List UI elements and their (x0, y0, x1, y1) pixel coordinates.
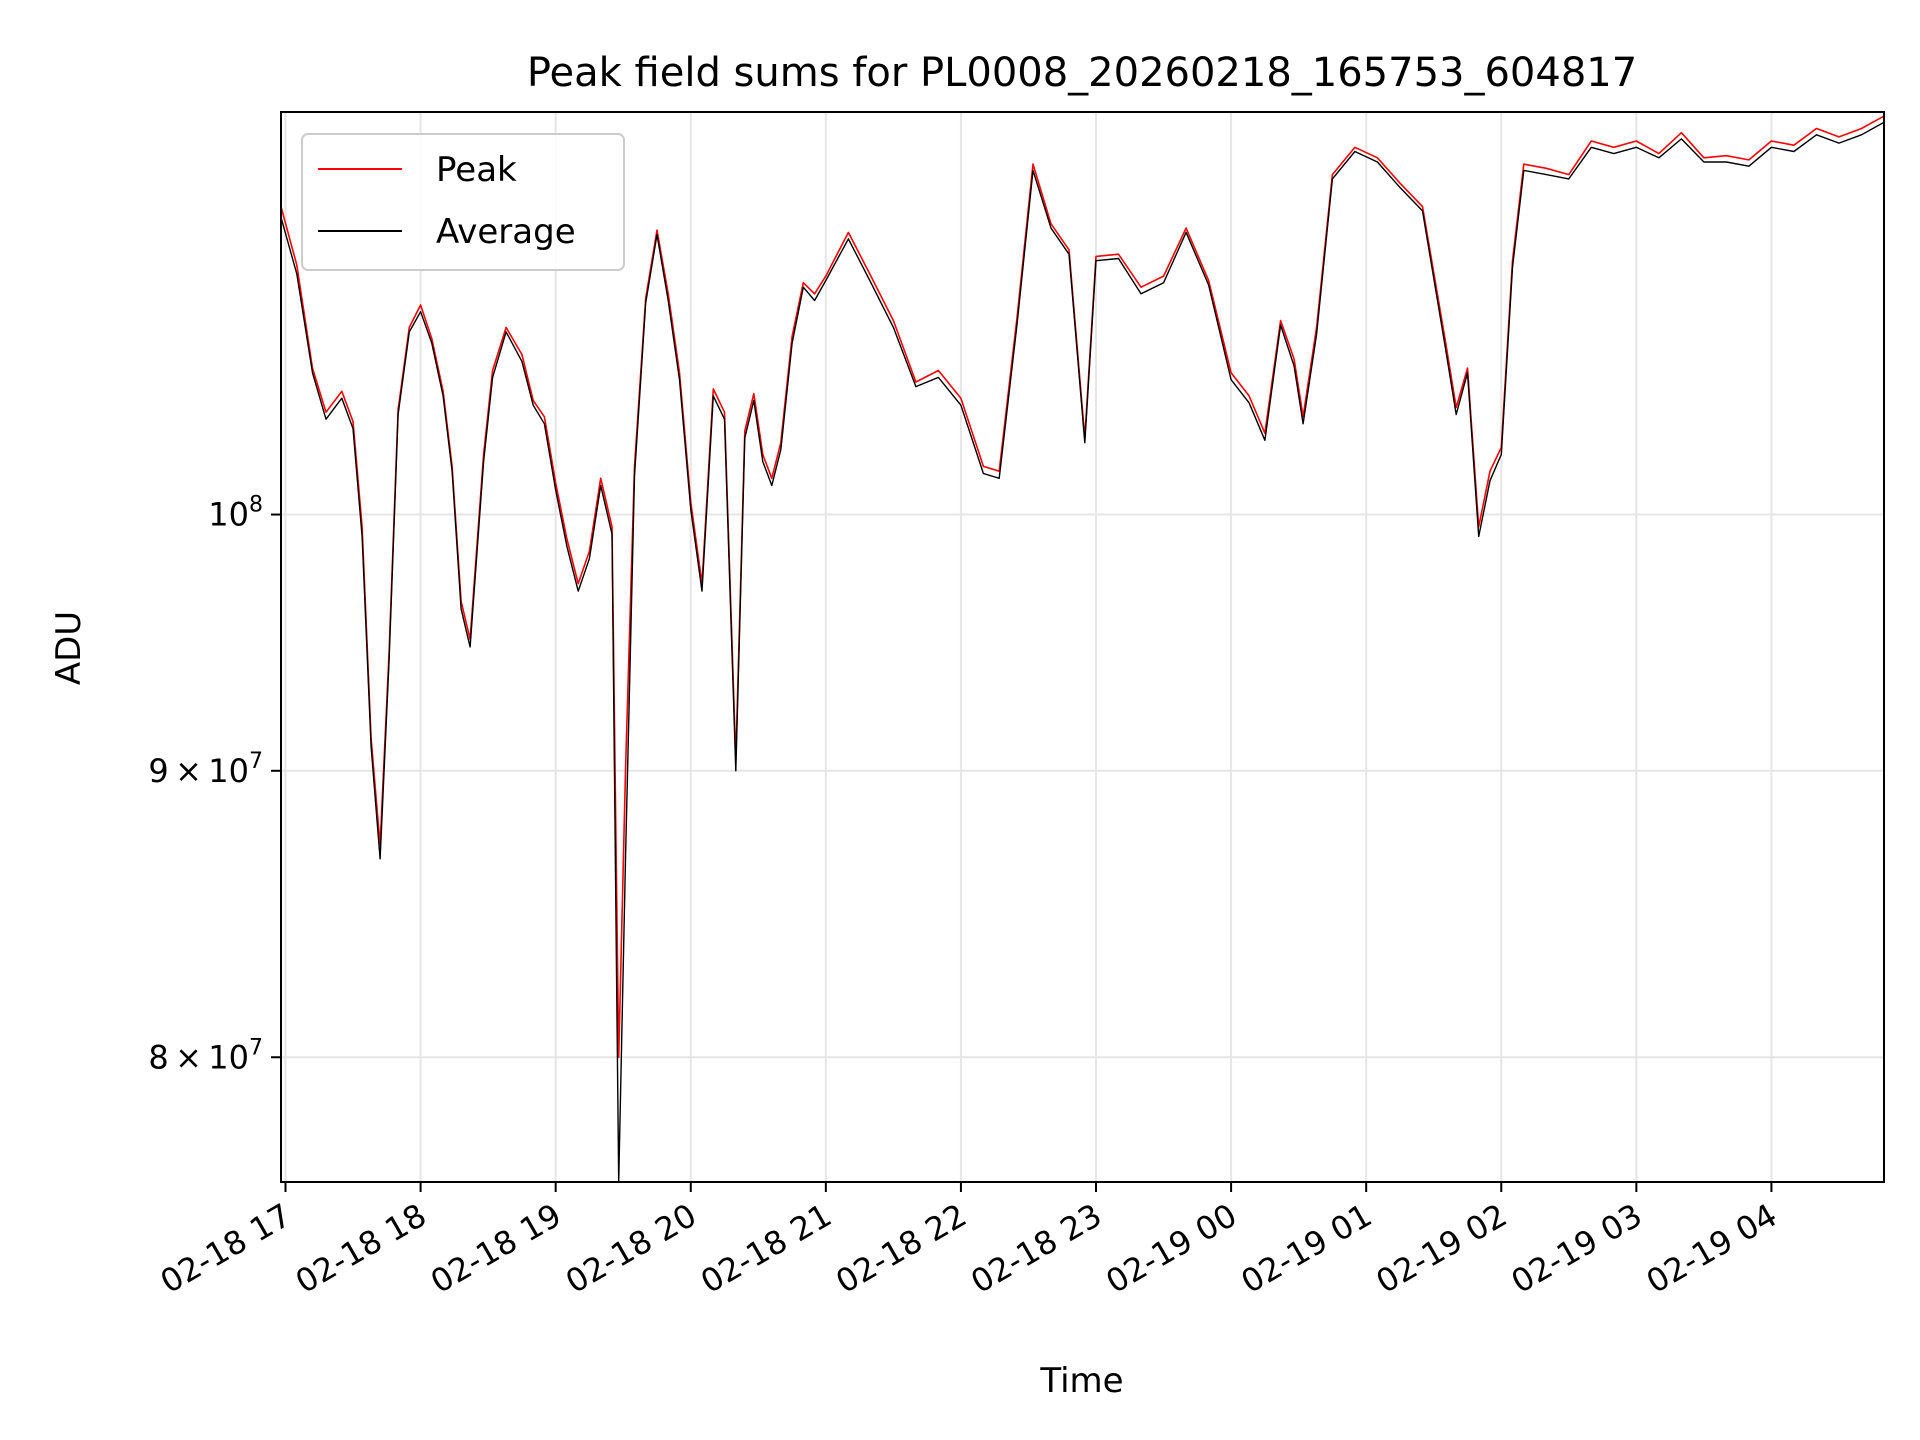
x-tick-label: 02-19 02 (1370, 1196, 1514, 1301)
y-axis: 8 × 107 9 × 107 108 (148, 493, 281, 1076)
grid (281, 112, 1884, 1182)
x-tick-label: 02-18 20 (559, 1196, 703, 1301)
plot-area-frame (280, 111, 1885, 1183)
series-line-average (280, 121, 1885, 1183)
legend-label-average: Average (436, 212, 576, 252)
y-tick-label: 8 × 107 (148, 1035, 263, 1076)
x-tick-label: 02-19 01 (1235, 1196, 1379, 1301)
y-axis-label: ADU (49, 611, 89, 685)
x-tick-label: 02-19 03 (1505, 1196, 1649, 1301)
x-tick-label: 02-19 00 (1099, 1196, 1243, 1301)
chart-title: Peak field sums for PL0008_20260218_1657… (527, 50, 1637, 96)
x-tick-label: 02-18 21 (694, 1196, 838, 1301)
y-tick-label: 9 × 107 (148, 749, 263, 790)
x-tick-label: 02-18 22 (829, 1196, 973, 1301)
x-tick-label: 02-19 04 (1640, 1196, 1784, 1301)
series-layer (280, 115, 1885, 1183)
x-axis-label: Time (1039, 1361, 1123, 1401)
x-tick-label: 02-18 18 (289, 1196, 433, 1301)
x-tick-label: 02-18 19 (424, 1196, 568, 1301)
y-tick-label: 108 (208, 493, 263, 534)
x-tick-label: 02-18 17 (154, 1196, 298, 1301)
x-tick-label: 02-18 23 (964, 1196, 1108, 1301)
legend: Peak Average (301, 133, 625, 271)
legend-label-peak: Peak (436, 150, 517, 190)
